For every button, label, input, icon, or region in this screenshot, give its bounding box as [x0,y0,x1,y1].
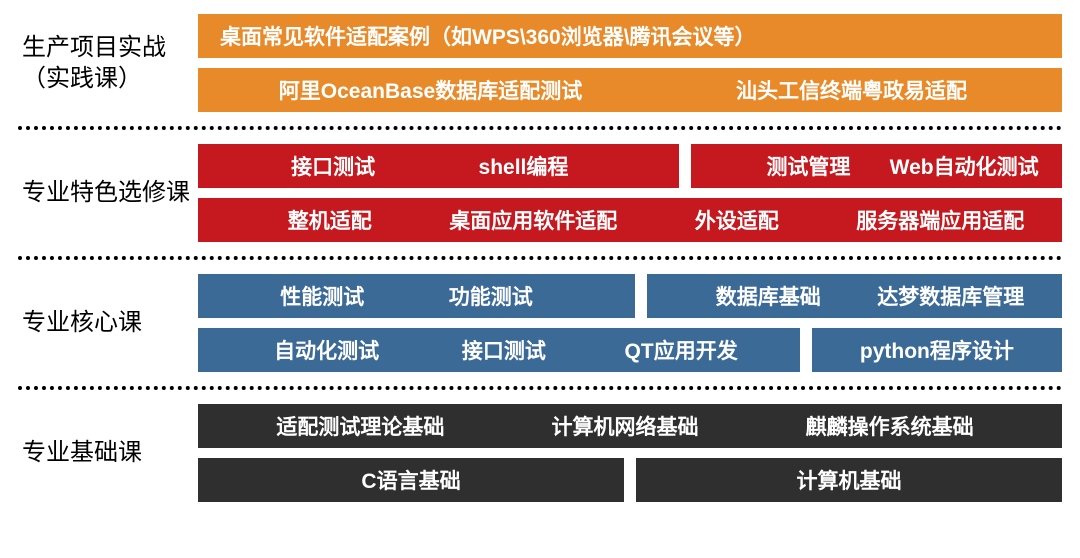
section-content: 适配测试理论基础计算机网络基础麒麟操作系统基础 C语言基础 计算机基础 [198,404,1062,502]
row: 整机适配桌面应用软件适配外设适配服务器端应用适配 [198,198,1062,242]
course-item: 接口测试 [238,151,428,181]
section-divider [18,126,1062,130]
course-item: 服务器端应用适配 [839,205,1043,235]
course-box: 测试管理Web自动化测试 [691,144,1062,188]
course-item: 数据库基础 [677,281,860,311]
course-box: 整机适配桌面应用软件适配外设适配服务器端应用适配 [198,198,1062,242]
course-box: 接口测试shell编程 [198,144,679,188]
course-item: 性能测试 [238,281,406,311]
section-divider [18,256,1062,260]
course-item: 麒麟操作系统基础 [757,411,1022,441]
course-item: C语言基础 [361,465,460,495]
course-item: 达梦数据库管理 [859,281,1042,311]
course-item: 阿里OceanBase数据库适配测试 [220,75,641,105]
course-item: 自动化测试 [238,335,415,365]
row: 阿里OceanBase数据库适配测试汕头工信终端粤政易适配 [198,68,1062,112]
section-2: 专业核心课性能测试功能测试数据库基础达梦数据库管理自动化测试接口测试QT应用开发… [18,274,1062,372]
section-label: 专业基础课 [18,404,198,502]
row: 桌面常见软件适配案例（如WPS\360浏览器\腾讯会议等） [198,14,1062,58]
course-item: 测试管理 [731,151,887,181]
course-item: 功能测试 [406,281,574,311]
course-box: 自动化测试接口测试QT应用开发 [198,328,800,372]
course-box: C语言基础 [198,458,624,502]
course-box: python程序设计 [812,328,1062,372]
row: 自动化测试接口测试QT应用开发 python程序设计 [198,328,1062,372]
course-item: 适配测试理论基础 [228,411,493,441]
course-box: 性能测试功能测试 [198,274,635,318]
row: C语言基础 计算机基础 [198,458,1062,502]
course-item: Web自动化测试 [886,151,1042,181]
course-item: 桌面常见软件适配案例（如WPS\360浏览器\腾讯会议等） [220,21,756,51]
row: 性能测试功能测试数据库基础达梦数据库管理 [198,274,1062,318]
course-item: 外设适配 [635,205,839,235]
course-item: 整机适配 [228,205,432,235]
course-box: 数据库基础达梦数据库管理 [647,274,1062,318]
section-label: 专业特色选修课 [18,144,198,242]
section-label: 专业核心课 [18,274,198,372]
section-label: 生产项目实战 （实践课） [18,14,198,112]
section-0: 生产项目实战 （实践课）桌面常见软件适配案例（如WPS\360浏览器\腾讯会议等… [18,14,1062,112]
course-box: 阿里OceanBase数据库适配测试汕头工信终端粤政易适配 [198,68,1062,112]
course-box: 适配测试理论基础计算机网络基础麒麟操作系统基础 [198,404,1062,448]
course-item: QT应用开发 [593,335,770,365]
section-divider [18,386,1062,390]
course-item: shell编程 [428,151,618,181]
section-content: 桌面常见软件适配案例（如WPS\360浏览器\腾讯会议等） 阿里OceanBase… [198,14,1062,112]
section-3: 专业基础课适配测试理论基础计算机网络基础麒麟操作系统基础 C语言基础 计算机基础 [18,404,1062,502]
section-1: 专业特色选修课接口测试shell编程测试管理Web自动化测试整机适配桌面应用软件… [18,144,1062,242]
course-item: 计算机网络基础 [493,411,758,441]
course-item: 计算机基础 [797,465,902,495]
course-item: 桌面应用软件适配 [432,205,636,235]
course-box: 桌面常见软件适配案例（如WPS\360浏览器\腾讯会议等） [198,14,1062,58]
course-item: python程序设计 [860,335,1014,365]
course-item: 接口测试 [415,335,592,365]
section-content: 接口测试shell编程测试管理Web自动化测试整机适配桌面应用软件适配外设适配服… [198,144,1062,242]
course-box: 计算机基础 [636,458,1062,502]
row: 接口测试shell编程测试管理Web自动化测试 [198,144,1062,188]
section-content: 性能测试功能测试数据库基础达梦数据库管理自动化测试接口测试QT应用开发pytho… [198,274,1062,372]
course-item: 汕头工信终端粤政易适配 [641,75,1062,105]
row: 适配测试理论基础计算机网络基础麒麟操作系统基础 [198,404,1062,448]
